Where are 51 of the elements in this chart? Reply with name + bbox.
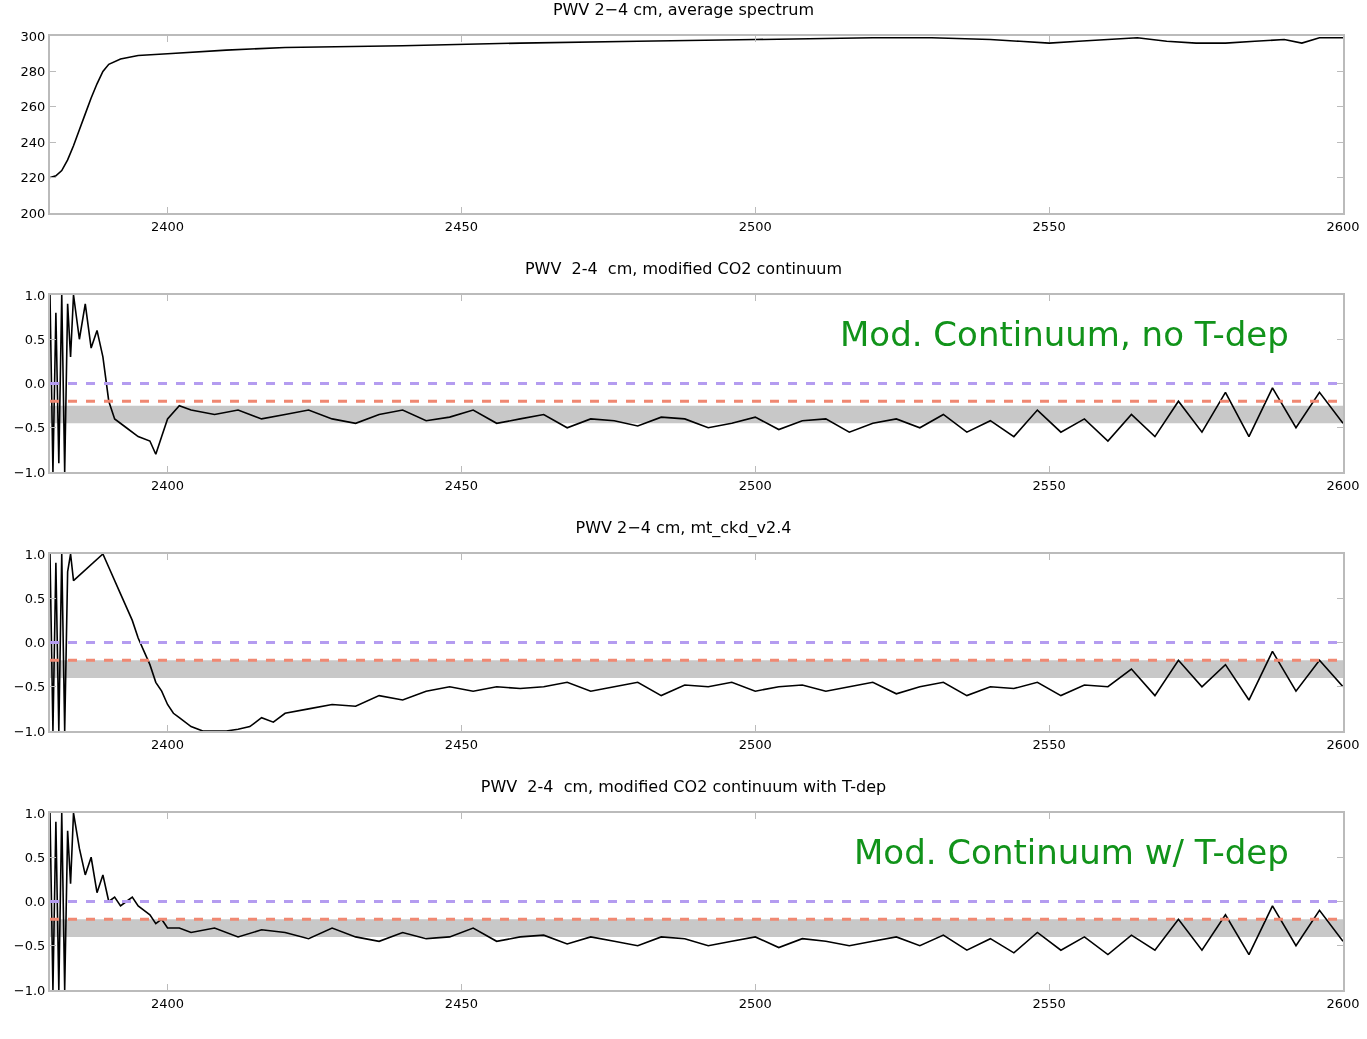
y-tick-label: 0.5	[24, 590, 46, 606]
x-tick-label: 2500	[738, 218, 772, 234]
chart-title: PWV 2-4 cm, modified CO2 continuum with T-dep	[480, 777, 887, 797]
annotation: Mod. Continuum w/ T-dep	[854, 832, 1289, 872]
line-series	[50, 813, 1343, 990]
x-tick-label: 2450	[444, 995, 478, 1011]
x-tick-label: 2450	[444, 477, 478, 493]
y-tick-label: −0.5	[13, 679, 46, 695]
x-tick-label: 2500	[738, 736, 772, 752]
y-tick-label: 220	[20, 170, 46, 186]
x-tick-label: 2450	[444, 218, 478, 234]
y-tick-label: 1.0	[24, 546, 46, 562]
y-tick-label: 0.0	[24, 894, 46, 910]
chart-title: PWV 2−4 cm, average spectrum	[552, 0, 815, 20]
y-tick-label: 1.0	[24, 805, 46, 821]
line-series	[50, 295, 1343, 472]
y-tick-label: 280	[20, 63, 46, 79]
x-tick-label: 2550	[1032, 477, 1066, 493]
x-tick-label: 2600	[1326, 995, 1360, 1011]
x-tick-label: 2600	[1326, 218, 1360, 234]
x-tick-label: 2550	[1032, 736, 1066, 752]
y-tick-label: 0.0	[24, 635, 46, 651]
y-tick-label: 260	[20, 99, 46, 115]
y-tick-label: 0.5	[24, 849, 46, 865]
x-tick-label: 2400	[151, 736, 185, 752]
line-series	[50, 554, 1343, 731]
y-tick-label: 240	[20, 134, 46, 150]
y-tick-label: −1.0	[13, 723, 46, 739]
y-tick-label: 200	[20, 205, 46, 221]
x-tick-label: 2550	[1032, 995, 1066, 1011]
line-series	[50, 36, 1343, 179]
y-tick-label: −1.0	[13, 982, 46, 998]
x-tick-label: 2400	[151, 995, 185, 1011]
x-tick-label: 2600	[1326, 477, 1360, 493]
x-tick-label: 2500	[738, 477, 772, 493]
x-tick-label: 2500	[738, 995, 772, 1011]
x-tick-label: 2450	[444, 736, 478, 752]
chart-title: PWV 2-4 cm, modified CO2 continuum	[524, 259, 843, 279]
y-tick-label: −0.5	[13, 420, 46, 436]
y-tick-label: 0.5	[24, 331, 46, 347]
x-tick-label: 2600	[1326, 736, 1360, 752]
x-tick-label: 2400	[151, 218, 185, 234]
y-tick-label: 1.0	[24, 287, 46, 303]
chart-title: PWV 2−4 cm, mt_ckd_v2.4	[575, 518, 792, 539]
y-tick-label: −0.5	[13, 938, 46, 954]
x-tick-label: 2550	[1032, 218, 1066, 234]
x-tick-label: 2400	[151, 477, 185, 493]
y-tick-label: −1.0	[13, 464, 46, 480]
y-tick-label: 300	[20, 28, 46, 44]
y-tick-label: 0.0	[24, 376, 46, 392]
annotation: Mod. Continuum, no T-dep	[840, 314, 1289, 354]
